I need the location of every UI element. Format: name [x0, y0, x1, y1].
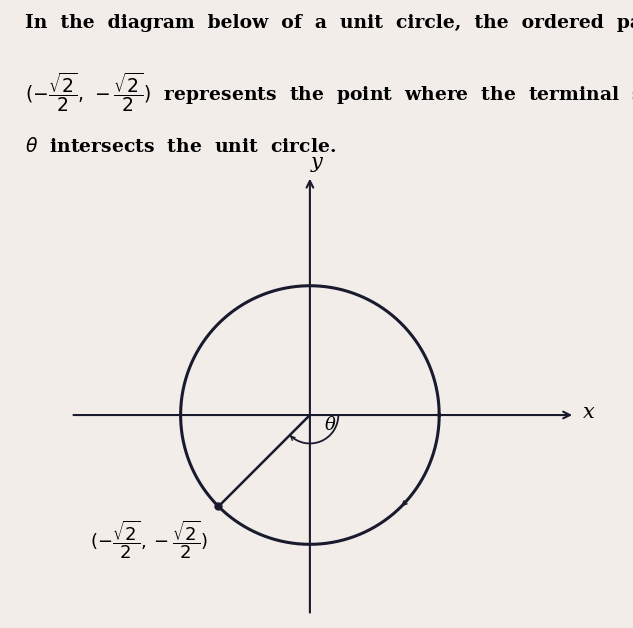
Text: $\theta$  intersects  the  unit  circle.: $\theta$ intersects the unit circle.: [25, 137, 337, 156]
Text: $(-\dfrac{\sqrt{2}}{2},-\dfrac{\sqrt{2}}{2})$: $(-\dfrac{\sqrt{2}}{2},-\dfrac{\sqrt{2}}…: [90, 518, 208, 561]
Text: In  the  diagram  below  of  a  unit  circle,  the  ordered  pair: In the diagram below of a unit circle, t…: [25, 14, 633, 32]
Text: θ: θ: [325, 416, 336, 435]
Text: x: x: [583, 403, 594, 422]
Text: $(-\dfrac{\sqrt{2}}{2},\,-\dfrac{\sqrt{2}}{2})$  represents  the  point  where  : $(-\dfrac{\sqrt{2}}{2},\,-\dfrac{\sqrt{2…: [25, 70, 633, 114]
Text: y: y: [311, 153, 322, 172]
